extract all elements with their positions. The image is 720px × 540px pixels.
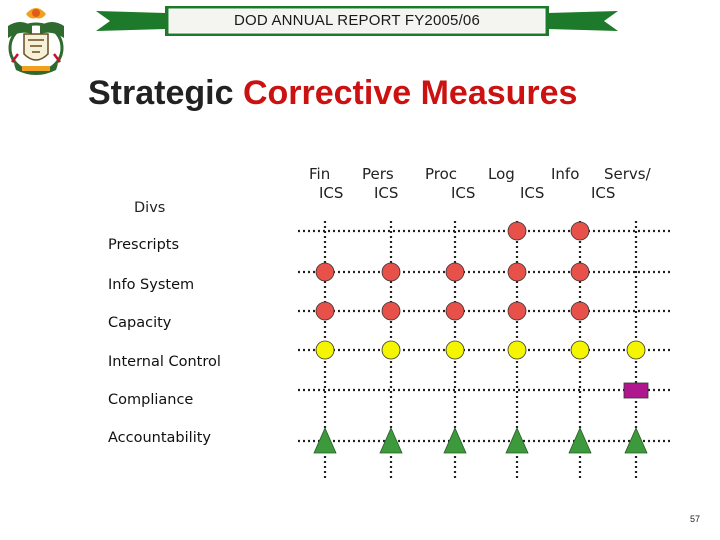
yellow-circle-marker bbox=[570, 340, 590, 360]
divs-label: Divs bbox=[134, 200, 166, 216]
red-circle-marker bbox=[507, 301, 527, 321]
column-header-info-ics: Info ICS bbox=[551, 165, 615, 203]
row-label-internal-control: Internal Control bbox=[108, 354, 221, 370]
column-header-line2: ICS bbox=[591, 184, 616, 202]
page-title: Strategic Corrective Measures bbox=[88, 74, 577, 113]
banner-title: DOD ANNUAL REPORT FY2005/06 bbox=[233, 12, 481, 29]
yellow-circle-marker bbox=[445, 340, 465, 360]
purple-square-marker bbox=[623, 382, 649, 399]
column-header-line2: ICS bbox=[451, 184, 476, 202]
red-circle-marker bbox=[507, 221, 527, 241]
row-label-prescripts: Prescripts bbox=[108, 237, 180, 253]
green-triangle-marker bbox=[568, 427, 592, 454]
green-triangle-marker bbox=[505, 427, 529, 454]
red-circle-marker bbox=[381, 262, 401, 282]
column-header-pers-ics: Pers ICS bbox=[362, 165, 398, 203]
yellow-circle-marker bbox=[507, 340, 527, 360]
green-triangle-marker bbox=[313, 427, 337, 454]
row-label-info-system: Info System bbox=[108, 277, 195, 293]
yellow-circle-marker bbox=[381, 340, 401, 360]
green-triangle-marker bbox=[443, 427, 467, 454]
yellow-circle-marker bbox=[315, 340, 335, 360]
banner-arrows-shape bbox=[96, 6, 618, 36]
red-circle-marker bbox=[570, 262, 590, 282]
column-header-line1: Servs/ bbox=[604, 165, 651, 183]
column-header-line1: Pers bbox=[362, 165, 394, 183]
column-header-line2: ICS bbox=[520, 184, 545, 202]
row-label-capacity: Capacity bbox=[108, 315, 172, 331]
south-africa-coat-of-arms-icon bbox=[4, 4, 68, 78]
red-circle-marker bbox=[570, 301, 590, 321]
column-header-servs: Servs/ bbox=[604, 165, 651, 184]
red-circle-marker bbox=[445, 301, 465, 321]
column-header-line2: ICS bbox=[374, 184, 399, 202]
green-triangle-marker bbox=[379, 427, 403, 454]
column-header-fin-ics: Fin ICS bbox=[309, 165, 343, 203]
red-circle-marker bbox=[570, 221, 590, 241]
row-label-compliance: Compliance bbox=[108, 392, 194, 408]
green-triangle-marker bbox=[624, 427, 648, 454]
column-header-line1: Proc bbox=[425, 165, 458, 183]
column-header-log-ics: Log ICS bbox=[488, 165, 544, 203]
red-circle-marker bbox=[381, 301, 401, 321]
red-circle-marker bbox=[507, 262, 527, 282]
yellow-circle-marker bbox=[626, 340, 646, 360]
column-header-proc-ics: Proc ICS bbox=[425, 165, 475, 203]
red-circle-marker bbox=[315, 262, 335, 282]
column-header-line1: Log bbox=[488, 165, 515, 183]
red-circle-marker bbox=[315, 301, 335, 321]
column-header-line1: Info bbox=[551, 165, 580, 183]
column-header-line2: ICS bbox=[319, 184, 344, 202]
row-label-accountability: Accountability bbox=[108, 430, 211, 446]
column-header-line1: Fin bbox=[309, 165, 331, 183]
title-part-corrective-measures: Corrective Measures bbox=[242, 74, 578, 112]
header-banner: DOD ANNUAL REPORT FY2005/06 bbox=[96, 4, 618, 38]
page-number: 57 bbox=[689, 514, 700, 524]
red-circle-marker bbox=[445, 262, 465, 282]
title-part-strategic: Strategic bbox=[88, 74, 234, 112]
